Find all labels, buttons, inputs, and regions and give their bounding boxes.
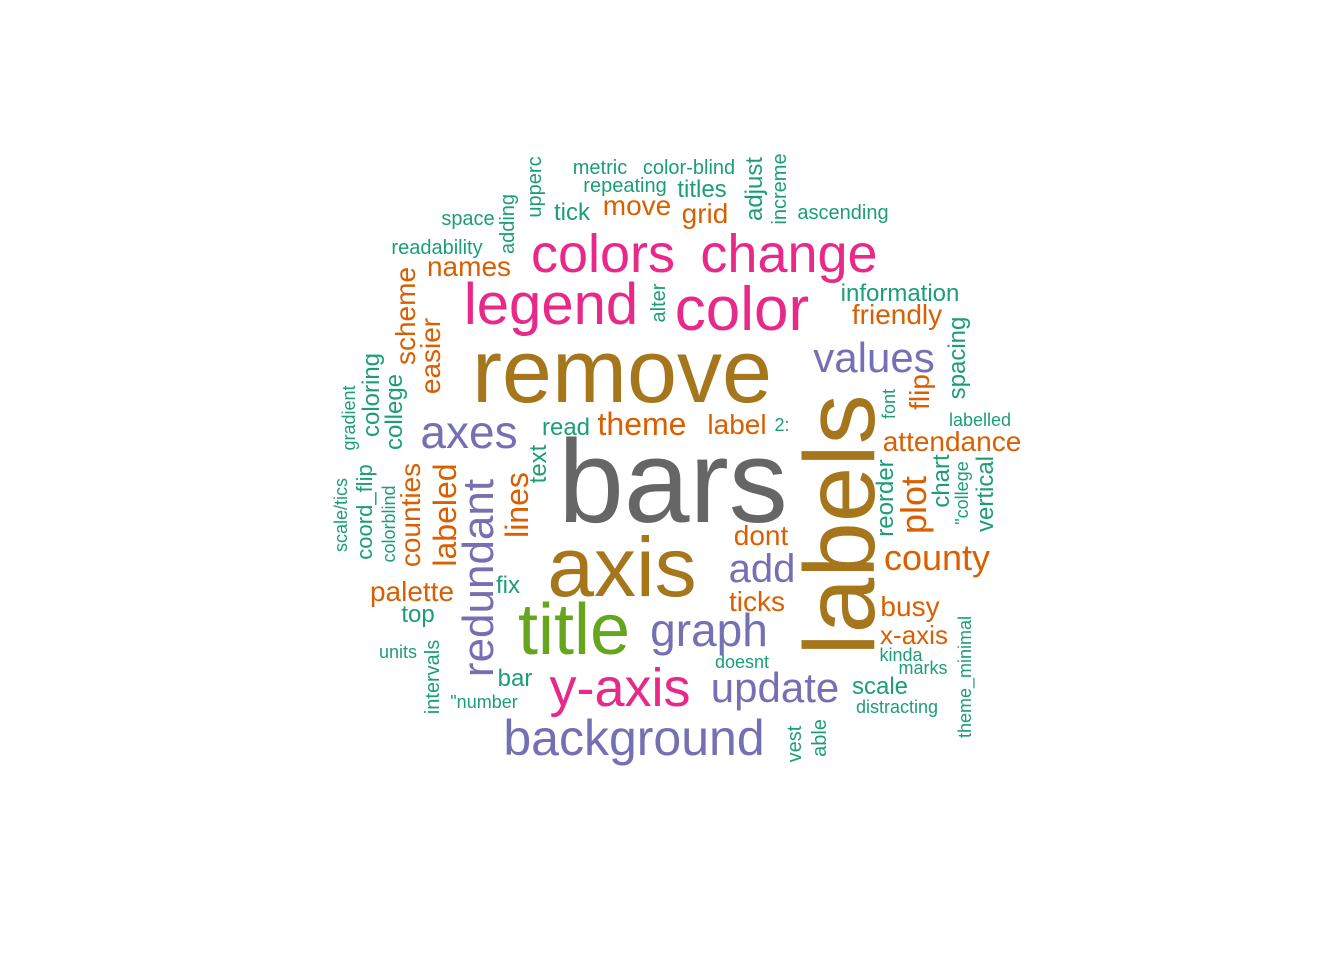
word-theme: theme	[597, 406, 687, 442]
word-attendance: attendance	[882, 426, 1022, 457]
word-names: names	[426, 251, 512, 282]
word-county: county	[883, 537, 991, 578]
word-counties: counties	[395, 462, 426, 568]
word-repeating: repeating	[583, 175, 667, 197]
word-tick: tick	[554, 199, 590, 226]
word-labeled: labeled	[427, 463, 463, 567]
word-colorblind: colorblind	[379, 485, 399, 563]
word-axis: axis	[547, 520, 697, 614]
word-bar: bar	[497, 665, 533, 692]
word-update: update	[710, 664, 840, 711]
word-colors: colors	[530, 224, 676, 284]
word-move: move	[602, 190, 672, 221]
word-redundant: redundant	[454, 478, 503, 678]
word-flip: flip	[904, 374, 935, 410]
word-theme_minimal: theme_minimal	[955, 615, 975, 739]
word-able: able	[809, 719, 831, 757]
word-busy: busy	[880, 591, 940, 622]
word-plot: plot	[893, 475, 934, 535]
word-kinda: kinda	[879, 645, 923, 665]
word-x-axis: x-axis	[880, 620, 948, 650]
word-distracting: distracting	[855, 697, 939, 717]
word-color: color	[674, 275, 810, 344]
word-bars: bars	[558, 416, 788, 548]
word-adjust: adjust	[741, 156, 768, 222]
word-grid: grid	[681, 198, 729, 229]
word-title: title	[517, 590, 631, 670]
word-alter: alter	[648, 283, 670, 323]
word-metric: metric	[572, 157, 628, 179]
word-information: information	[840, 280, 960, 307]
word-graph: graph	[650, 604, 768, 656]
word-upperc: upperc	[524, 156, 546, 218]
word-ticks: ticks	[729, 586, 785, 617]
word-college-quoted: "college	[952, 461, 972, 525]
word-number-quoted: "number	[450, 692, 518, 712]
word-college: college	[381, 373, 408, 451]
word-remove: remove	[471, 322, 773, 422]
word-marks: marks	[898, 658, 948, 678]
word-labelled: labelled	[948, 410, 1012, 430]
word-space: space	[441, 208, 495, 230]
word-doesnt: doesnt	[714, 652, 770, 672]
word-y-axis: y-axis	[549, 658, 691, 718]
word-palette: palette	[369, 576, 455, 607]
word-units: units	[378, 642, 418, 662]
word-titles: titles	[677, 176, 727, 203]
word-readability: readability	[391, 237, 483, 259]
word-top: top	[401, 601, 435, 628]
word-spacing: spacing	[944, 316, 971, 400]
word-change: change	[700, 224, 878, 284]
word-background: background	[503, 710, 765, 766]
word-read: read	[541, 414, 591, 441]
word-color-blind: color-blind	[642, 157, 736, 179]
word-friendly: friendly	[851, 299, 943, 330]
word-gradient: gradient	[339, 385, 359, 451]
word-vest: vest	[784, 725, 806, 763]
word-text: text	[525, 444, 552, 484]
word-intervals: intervals	[422, 639, 444, 715]
word-font: font	[879, 388, 899, 420]
word-fix: fix	[496, 572, 520, 599]
word-scale: scale	[851, 673, 909, 700]
word-values: values	[813, 334, 935, 381]
word-chart: chart	[928, 454, 955, 508]
word-increme: increme	[769, 153, 791, 225]
word-2-colon: 2:	[774, 415, 790, 435]
word-scale-tics: scale/tics	[331, 477, 351, 553]
word-label: label	[707, 409, 767, 440]
word-coord_flip: coord_flip	[352, 464, 377, 560]
word-adding: adding	[497, 193, 519, 255]
word-reorder: reorder	[872, 459, 899, 537]
word-vertical: vertical	[972, 455, 999, 533]
word-add: add	[728, 547, 796, 591]
word-axes: axes	[420, 406, 518, 458]
word-legend: legend	[463, 272, 639, 337]
word-dont: dont	[733, 520, 789, 551]
word-easier: easier	[415, 317, 446, 395]
word-ascending: ascending	[797, 202, 889, 224]
